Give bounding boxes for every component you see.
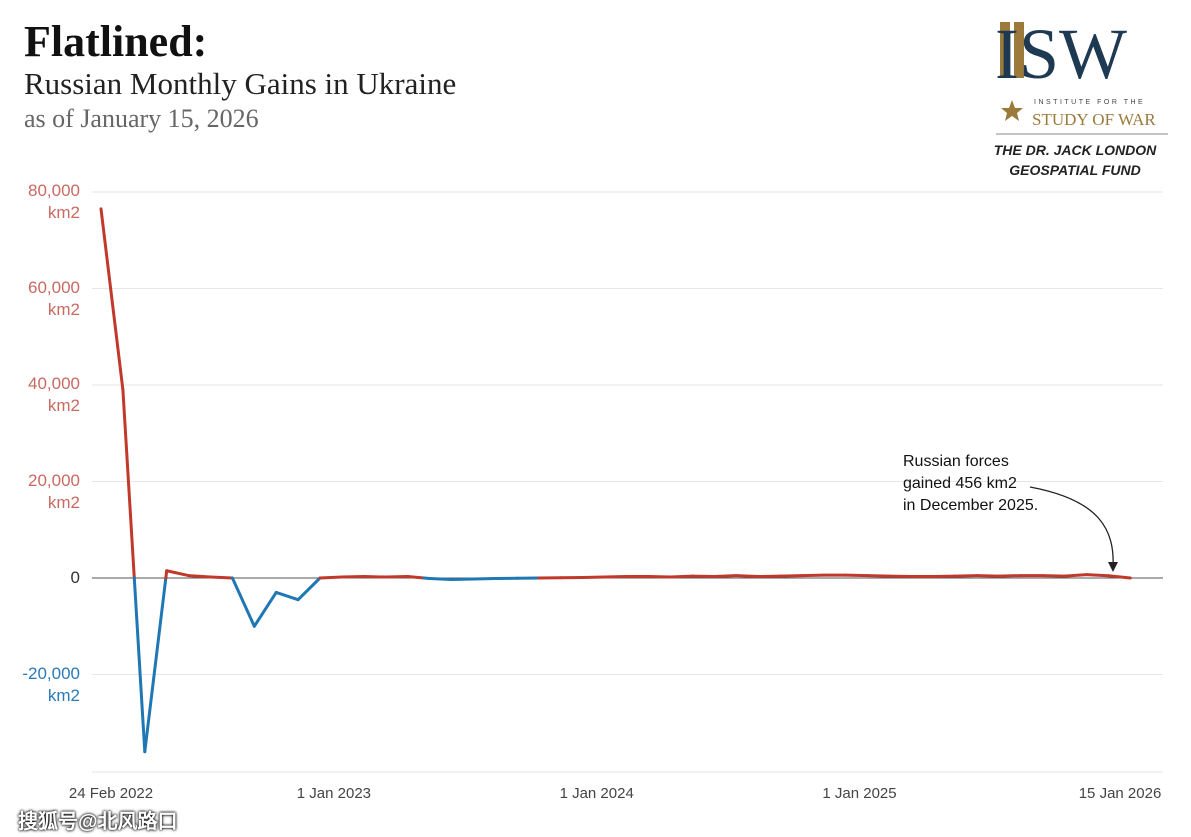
y-tick-unit: km2 bbox=[47, 685, 80, 705]
annotation-line: in December 2025. bbox=[903, 497, 1039, 514]
line-segment-2023-04 bbox=[406, 575, 426, 580]
line-segment-2024-07 bbox=[734, 574, 760, 579]
y-tick-unit: km2 bbox=[47, 299, 80, 319]
annotation-arrow bbox=[1029, 486, 1114, 569]
chart-title: Flatlined: bbox=[24, 17, 208, 66]
y-tick-value: 80,000 bbox=[28, 181, 80, 200]
line-segment-2023-05 bbox=[428, 576, 453, 581]
x-tick-label: 1 Jan 2024 bbox=[559, 785, 634, 802]
y-tick-value: 20,000 bbox=[28, 470, 80, 490]
line-segment-2024-06 bbox=[712, 574, 738, 579]
line-segment-2025-11 bbox=[1085, 573, 1110, 578]
line-segment-2022-02 bbox=[99, 207, 125, 392]
y-tick-value: 0 bbox=[70, 568, 80, 587]
y-tick-label: -20,000 km2 bbox=[22, 663, 80, 707]
annotation-line: gained 456 km2 bbox=[903, 475, 1017, 492]
y-tick-value: 60,000 bbox=[28, 277, 80, 297]
y-tick-label: 40,000 km2 bbox=[28, 373, 80, 417]
line-segment-2022-05 bbox=[165, 569, 191, 578]
annotation-text: Russian forces gained 456 km2 in Decembe… bbox=[903, 451, 1038, 517]
y-tick-label: 80,000 km2 bbox=[28, 180, 80, 224]
x-tick-label: 1 Jan 2025 bbox=[822, 785, 897, 802]
y-tick-value: -20,000 bbox=[22, 663, 80, 683]
x-tick-label: 15 Jan 2026 bbox=[1078, 785, 1162, 802]
y-tick-label: 0 bbox=[71, 567, 80, 589]
logo-letters: ISW bbox=[995, 14, 1127, 94]
y-tick-label: 20,000 km2 bbox=[28, 470, 80, 514]
fund-line-2: GEOSPATIAL FUND bbox=[1009, 162, 1141, 178]
line-segment-2022-03 bbox=[121, 388, 136, 580]
line-segment-2024-04 bbox=[668, 574, 694, 579]
y-tick-unit: km2 bbox=[47, 396, 80, 415]
y-tick-value: 40,000 bbox=[28, 374, 80, 393]
chart-subtitle: Russian Monthly Gains in Ukraine bbox=[24, 66, 457, 101]
line-segment-2022-08 bbox=[230, 576, 256, 628]
y-tick-label: 60,000 km2 bbox=[28, 277, 80, 321]
logo-tagline-small: INSTITUTE FOR THE bbox=[1034, 99, 1145, 106]
line-segment-2022-09 bbox=[252, 590, 278, 628]
isw-logo: ISW INSTITUTE FOR THE STUDY OF WAR bbox=[990, 12, 1175, 141]
line-segment-2025-10 bbox=[1063, 573, 1088, 578]
annotation-arrowhead bbox=[1108, 562, 1118, 572]
fund-line-1: THE DR. JACK LONDON bbox=[993, 142, 1157, 158]
x-tick-label: 24 Feb 2022 bbox=[68, 785, 154, 802]
as-of-date: as of January 15, 2026 bbox=[24, 104, 259, 133]
watermark: 搜狐号@北风路口 bbox=[18, 811, 178, 833]
line-segment-2025-12 bbox=[1106, 574, 1132, 580]
y-tick-unit: km2 bbox=[47, 203, 80, 222]
line-segment-2022-04 bbox=[143, 576, 168, 754]
y-tick-unit: km2 bbox=[47, 492, 80, 512]
line-segment-2022-07 bbox=[209, 575, 234, 580]
line-segment-2022-03 bbox=[132, 576, 147, 754]
logo-tagline-large: STUDY OF WAR bbox=[1032, 110, 1156, 129]
line-segment-2022-06 bbox=[187, 574, 212, 579]
line-segment-2022-11 bbox=[296, 576, 322, 602]
line-segment-2022-10 bbox=[274, 590, 300, 602]
annotation-line: Russian forces bbox=[903, 453, 1009, 470]
star-icon bbox=[1001, 100, 1023, 121]
x-tick-label: 1 Jan 2023 bbox=[296, 785, 372, 802]
fund-name: THE DR. JACK LONDON GEOSPATIAL FUND bbox=[985, 140, 1165, 180]
line-segment-2022-12 bbox=[318, 575, 344, 580]
